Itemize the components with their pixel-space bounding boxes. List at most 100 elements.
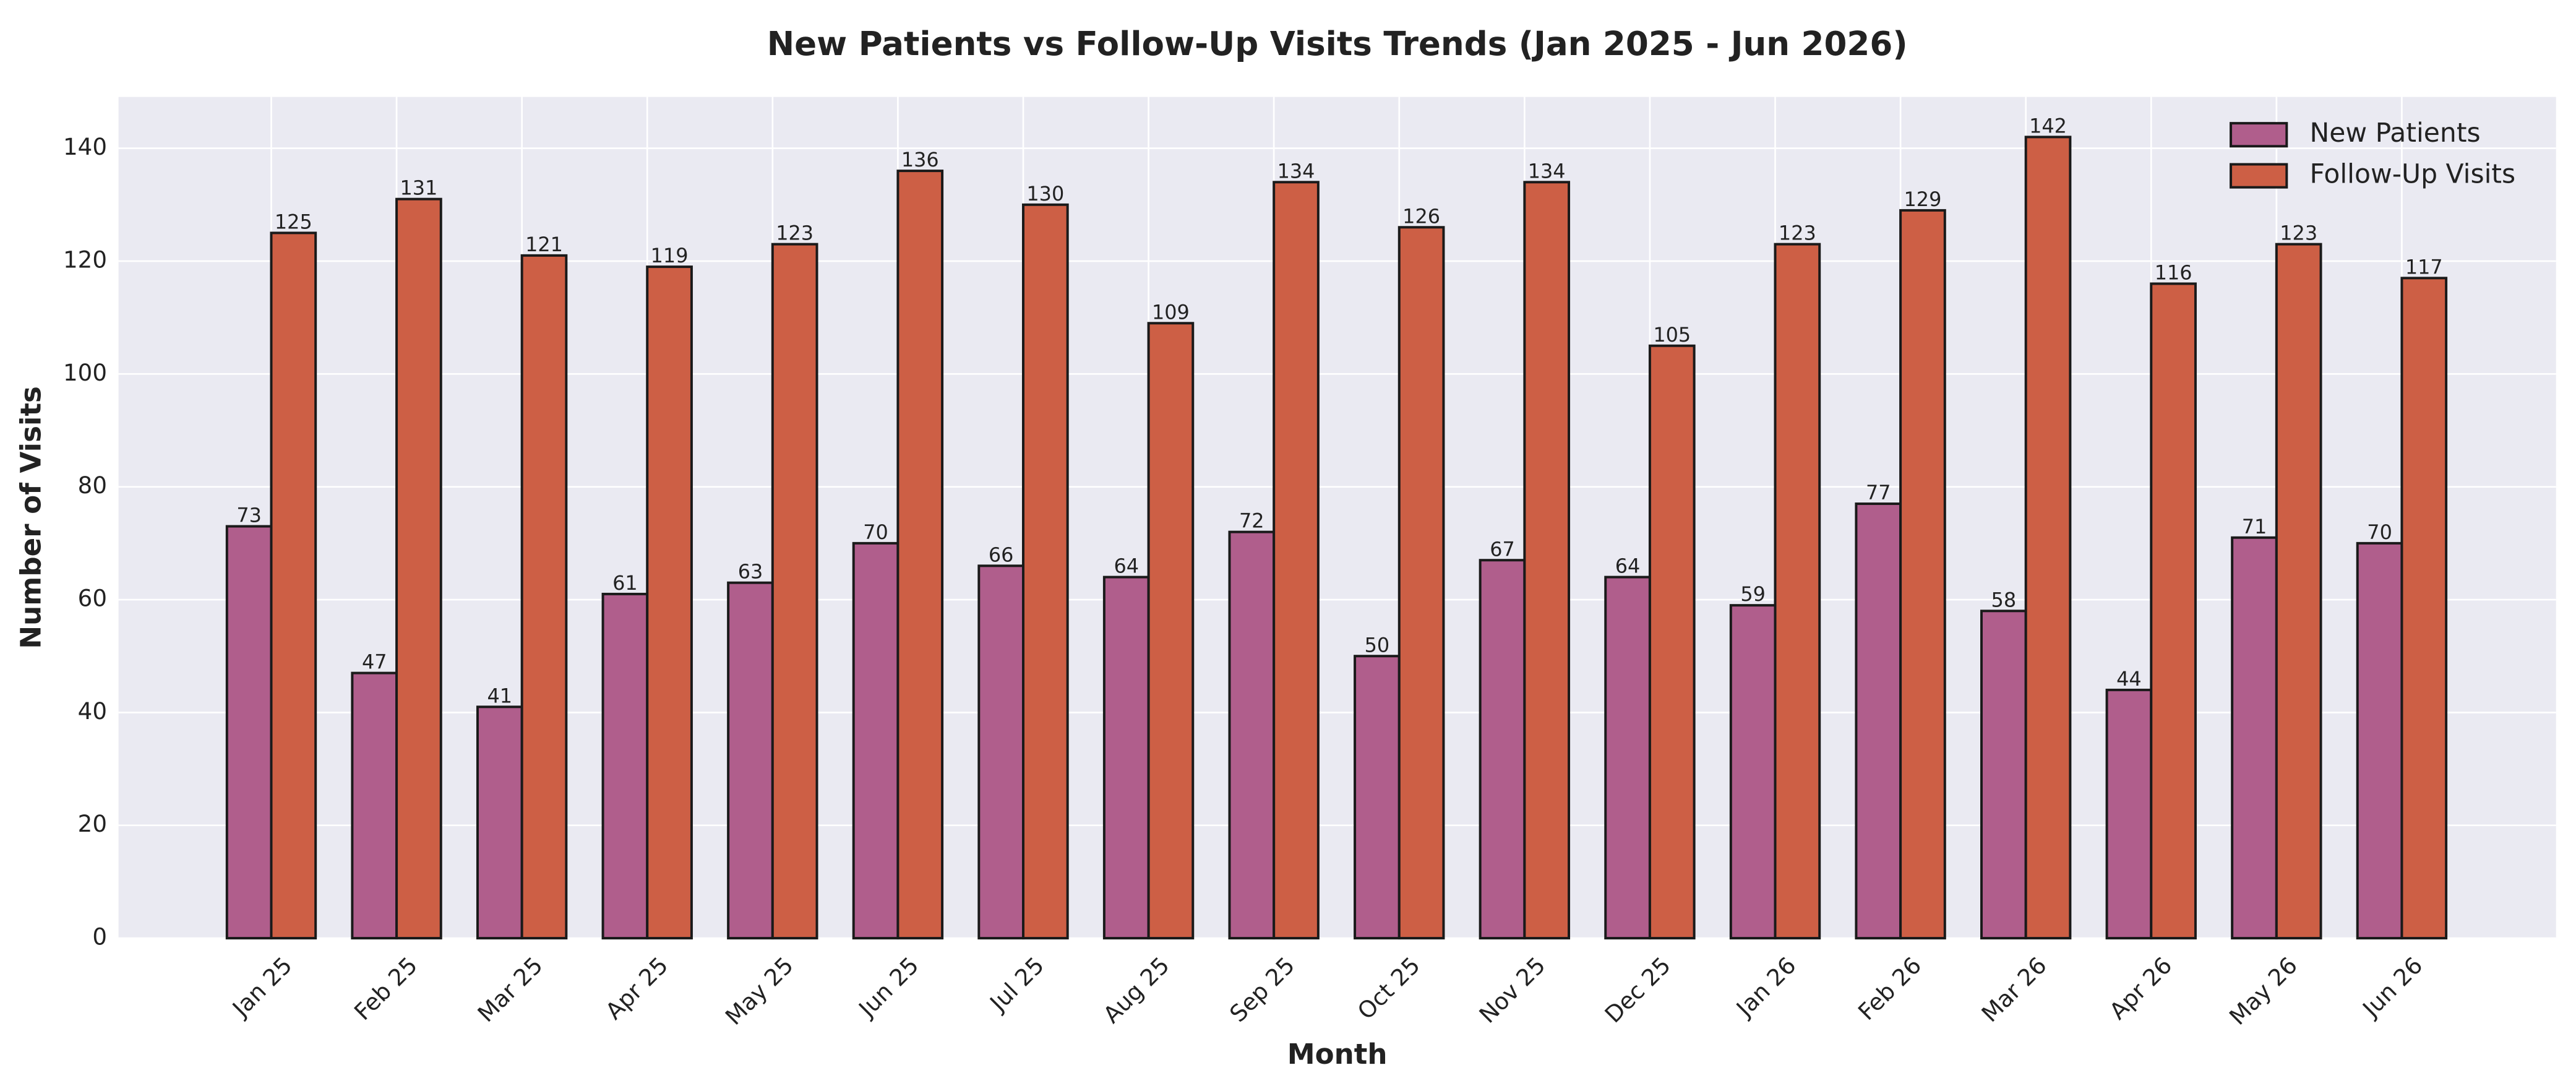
value-label: 126: [1402, 204, 1440, 228]
x-tick-label: Oct 25: [1352, 952, 1425, 1025]
value-label: 123: [1779, 222, 1816, 245]
bar: [601, 592, 649, 940]
x-tick-label: Mar 25: [472, 952, 547, 1027]
value-label: 130: [1026, 182, 1064, 205]
x-tick-label: Jan 25: [226, 952, 298, 1023]
legend-label: New Patients: [2309, 118, 2480, 149]
value-label: 72: [1239, 509, 1264, 533]
bar: [727, 581, 774, 940]
value-label: 131: [400, 176, 438, 200]
value-label: 44: [2116, 667, 2142, 691]
bar: [977, 564, 1024, 940]
value-label: 70: [2367, 520, 2392, 544]
value-label: 71: [2242, 515, 2267, 538]
value-label: 70: [863, 520, 888, 544]
x-tick-label: Jun 25: [852, 952, 924, 1023]
bar: [1729, 604, 1777, 940]
x-tick-label: Dec 25: [1599, 952, 1676, 1028]
bar: [646, 265, 693, 940]
bar: [270, 231, 317, 940]
bar: [520, 254, 568, 940]
x-tick-label: May 26: [2224, 952, 2303, 1030]
value-label: 67: [1490, 537, 1515, 561]
bar: [2275, 243, 2322, 940]
bar: [1523, 181, 1571, 940]
bar: [476, 705, 523, 940]
x-tick-label: May 25: [720, 952, 799, 1030]
y-tick-label: 0: [92, 923, 107, 951]
value-label: 109: [1152, 300, 1190, 324]
bar: [852, 541, 899, 940]
x-tick-label: Jun 26: [2356, 952, 2428, 1023]
bar: [771, 243, 818, 940]
bar: [1899, 209, 1946, 940]
bar: [1228, 530, 1276, 940]
value-label: 134: [1277, 159, 1315, 183]
value-label: 61: [612, 571, 638, 595]
bar: [395, 197, 442, 940]
y-tick-label: 20: [78, 810, 107, 837]
bar: [1604, 576, 1651, 940]
y-tick-label: 120: [63, 246, 107, 273]
value-label: 123: [2280, 222, 2317, 245]
y-tick-label: 40: [78, 697, 107, 725]
value-label: 64: [1615, 554, 1641, 578]
value-label: 58: [1991, 588, 2017, 611]
bar: [1022, 203, 1069, 940]
bar: [1648, 344, 1696, 940]
value-label: 50: [1365, 633, 1390, 657]
value-label: 117: [2405, 255, 2443, 278]
bar: [1397, 226, 1445, 940]
bar: [2356, 541, 2403, 940]
bar: [1354, 655, 1401, 940]
y-tick-label: 100: [63, 359, 107, 386]
bar: [1273, 181, 1320, 940]
bar: [2400, 277, 2448, 940]
bar: [2150, 282, 2197, 940]
legend-swatch: [2230, 163, 2288, 189]
value-label: 129: [1904, 188, 1942, 211]
value-label: 63: [738, 560, 763, 584]
value-label: 121: [525, 233, 563, 256]
value-label: 134: [1528, 159, 1566, 183]
bar: [896, 170, 944, 940]
x-tick-label: Mar 26: [1976, 952, 2051, 1027]
value-label: 47: [362, 650, 387, 674]
y-axis-label: Number of Visits: [14, 386, 47, 649]
x-tick-label: Sep 25: [1224, 952, 1300, 1027]
x-tick-label: Nov 25: [1474, 952, 1550, 1028]
bar: [2231, 536, 2278, 940]
value-label: 105: [1653, 323, 1691, 347]
value-label: 66: [989, 543, 1014, 566]
value-label: 41: [487, 684, 513, 707]
x-tick-label: Apr 26: [2104, 952, 2177, 1025]
x-tick-label: Feb 26: [1853, 952, 1926, 1025]
bar: [1102, 576, 1150, 940]
y-tick-label: 140: [63, 133, 107, 160]
bar: [1980, 610, 2027, 940]
x-tick-label: Feb 25: [349, 952, 423, 1025]
value-label: 123: [776, 222, 814, 245]
x-tick-label: Aug 25: [1097, 952, 1174, 1028]
bar: [1479, 559, 1526, 940]
x-tick-label: Apr 25: [600, 952, 673, 1025]
x-tick-label: Jan 26: [1730, 952, 1801, 1023]
y-tick-label: 80: [78, 472, 107, 499]
legend-label: Follow-Up Visits: [2309, 160, 2515, 190]
value-label: 142: [2029, 114, 2067, 137]
bar: [1855, 502, 1902, 940]
value-label: 136: [901, 148, 939, 171]
labels: 73 125 47 131 41 121 61 119 63 123 70 136 66 130 64 109…: [236, 114, 2442, 707]
chart-title: New Patients vs Follow-Up Visits Trends …: [767, 25, 1908, 63]
bar: [351, 671, 398, 940]
value-label: 73: [236, 504, 262, 527]
bar: [2105, 688, 2153, 940]
bars: [225, 136, 2448, 940]
value-label: 77: [1866, 481, 1891, 504]
bar: [1774, 243, 1821, 940]
y-tick-label: 60: [78, 585, 107, 612]
value-label: 64: [1114, 554, 1139, 578]
bar: [1147, 322, 1195, 940]
